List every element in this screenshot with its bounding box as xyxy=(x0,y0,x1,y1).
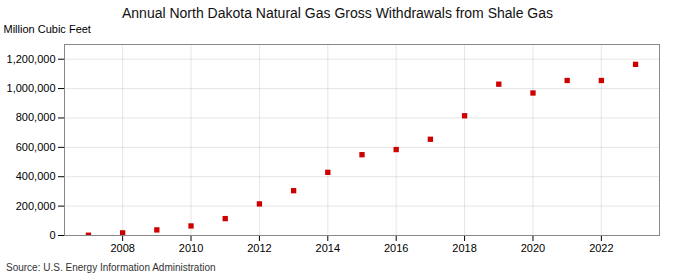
svg-text:800,000: 800,000 xyxy=(16,111,56,123)
svg-text:2020: 2020 xyxy=(521,242,545,254)
html-text:Annual North Dakota Natural Ga: Annual North Dakota Natural Gas Gross Wi… xyxy=(122,5,553,21)
svg-text:2022: 2022 xyxy=(589,242,613,254)
svg-text:600,000: 600,000 xyxy=(16,141,56,153)
svg-text:2012: 2012 xyxy=(247,242,271,254)
svg-text:2010: 2010 xyxy=(179,242,203,254)
svg-text:1,000,000: 1,000,000 xyxy=(7,82,56,94)
html-text:Source: U.S. Energy Informatio: Source: U.S. Energy Information Administ… xyxy=(6,262,216,273)
svg-text:2014: 2014 xyxy=(316,242,340,254)
svg-text:0: 0 xyxy=(49,229,55,241)
svg-text:2016: 2016 xyxy=(384,242,408,254)
svg-text:2008: 2008 xyxy=(110,242,134,254)
svg-text:2018: 2018 xyxy=(452,242,476,254)
svg-text:400,000: 400,000 xyxy=(16,170,56,182)
svg-text:1,200,000: 1,200,000 xyxy=(7,53,56,65)
svg-text:200,000: 200,000 xyxy=(16,200,56,212)
svg-text:Million Cubic Feet: Million Cubic Feet xyxy=(4,23,91,35)
